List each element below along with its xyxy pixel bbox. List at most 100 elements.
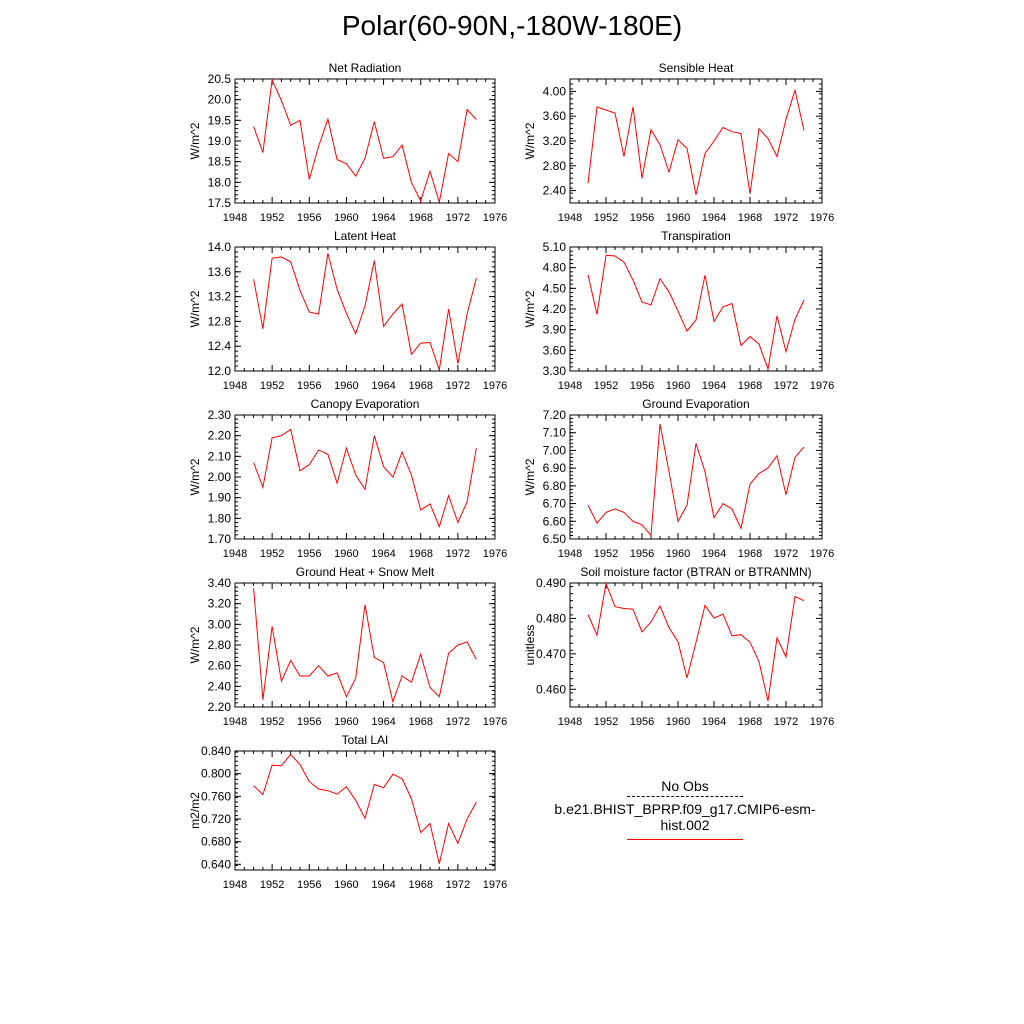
series-line bbox=[253, 753, 477, 864]
x-tick-label: 1968 bbox=[408, 716, 432, 728]
x-tick-label: 1960 bbox=[334, 879, 358, 891]
plot-frame bbox=[234, 414, 496, 540]
x-tick-label: 1964 bbox=[702, 716, 726, 728]
series-line bbox=[253, 588, 477, 704]
series-line bbox=[587, 423, 805, 537]
y-tick-label: 2.20 bbox=[208, 700, 232, 714]
x-tick-label: 1960 bbox=[334, 212, 358, 224]
y-tick-label: 12.0 bbox=[208, 364, 232, 378]
x-tick-label: 1956 bbox=[297, 380, 321, 392]
x-tick-label: 1968 bbox=[408, 879, 432, 891]
x-tick-label: 1964 bbox=[371, 716, 395, 728]
x-tick-label: 1972 bbox=[446, 380, 470, 392]
y-tick-label: 4.80 bbox=[543, 261, 567, 275]
y-tick-label: 2.20 bbox=[208, 429, 232, 443]
y-tick-label: 6.70 bbox=[543, 497, 567, 511]
panel-title: Net Radiation bbox=[329, 61, 402, 75]
y-tick-label: 0.840 bbox=[201, 744, 231, 758]
y-tick-label: 20.5 bbox=[208, 72, 232, 86]
x-tick-label: 1948 bbox=[558, 716, 582, 728]
y-tick-label: 1.70 bbox=[208, 532, 232, 546]
y-tick-label: 19.0 bbox=[208, 134, 232, 148]
plot-frame bbox=[569, 78, 823, 204]
plot-frame bbox=[569, 246, 823, 372]
x-tick-label: 1972 bbox=[446, 879, 470, 891]
plot-frame bbox=[234, 78, 496, 204]
x-tick-label: 1968 bbox=[408, 548, 432, 560]
y-tick-label: 0.680 bbox=[201, 835, 231, 849]
x-tick-label: 1976 bbox=[483, 380, 507, 392]
x-tick-label: 1948 bbox=[558, 380, 582, 392]
y-tick-label: 0.460 bbox=[536, 682, 566, 696]
y-tick-label: 2.10 bbox=[208, 449, 232, 463]
x-tick-label: 1976 bbox=[810, 716, 834, 728]
panel-title: Total LAI bbox=[342, 733, 389, 747]
panel-3: Latent Heat W/m^2 1948 1952 1956 1960 1964 1968… bbox=[188, 229, 507, 392]
x-tick-label: 1956 bbox=[297, 548, 321, 560]
x-tick-label: 1972 bbox=[774, 716, 798, 728]
x-tick-label: 1960 bbox=[666, 548, 690, 560]
x-tick-label: 1964 bbox=[702, 548, 726, 560]
panel-title: Soil moisture factor (BTRAN or BTRANMN) bbox=[580, 565, 811, 579]
x-tick-label: 1968 bbox=[738, 548, 762, 560]
y-tick-label: 2.00 bbox=[208, 470, 232, 484]
series-line bbox=[253, 77, 477, 203]
panel-title: Transpiration bbox=[661, 229, 731, 243]
panel-1: Net Radiation W/m^2 1948 1952 1956 1960 1964 19… bbox=[188, 61, 507, 224]
plot-frame bbox=[569, 582, 823, 708]
panel-title: Ground Heat + Snow Melt bbox=[296, 565, 435, 579]
y-tick-label: 2.60 bbox=[208, 659, 232, 673]
y-tick-label: 3.20 bbox=[543, 134, 567, 148]
x-tick-label: 1956 bbox=[630, 548, 654, 560]
x-tick-label: 1972 bbox=[774, 380, 798, 392]
y-tick-label: 0.480 bbox=[536, 611, 566, 625]
x-tick-label: 1964 bbox=[371, 548, 395, 560]
legend-model-line bbox=[627, 839, 743, 840]
y-tick-label: 7.10 bbox=[543, 426, 567, 440]
y-tick-label: 3.90 bbox=[543, 323, 567, 337]
panel-7: Ground Heat + Snow Melt W/m^2 1948 1952 1956… bbox=[188, 565, 507, 728]
legend-obs-label: No Obs bbox=[661, 778, 709, 794]
plot-frame bbox=[234, 750, 496, 871]
x-tick-label: 1952 bbox=[260, 548, 284, 560]
x-tick-label: 1960 bbox=[334, 716, 358, 728]
figure-title: Polar(60-90N,-180W-180E) bbox=[341, 10, 683, 41]
x-tick-label: 1956 bbox=[297, 879, 321, 891]
y-tick-label: 18.5 bbox=[208, 155, 232, 169]
x-tick-label: 1960 bbox=[334, 380, 358, 392]
y-tick-label: 0.490 bbox=[536, 576, 566, 590]
panel-9: Total LAI m2/m2 1948 1952 1956 1960 1964 1968 19… bbox=[188, 733, 507, 891]
panel-5: Canopy Evaporation W/m^2 1948 1952 1956 1960 1… bbox=[188, 397, 507, 560]
y-tick-label: 2.40 bbox=[208, 679, 232, 693]
y-tick-label: 17.5 bbox=[208, 196, 232, 210]
y-tick-label: 0.800 bbox=[201, 767, 231, 781]
y-tick-label: 2.80 bbox=[543, 159, 567, 173]
x-tick-label: 1956 bbox=[630, 716, 654, 728]
y-tick-label: 2.80 bbox=[208, 638, 232, 652]
y-tick-label: 3.60 bbox=[543, 343, 567, 357]
y-tick-label: 20.0 bbox=[208, 93, 232, 107]
x-tick-label: 1972 bbox=[774, 548, 798, 560]
legend-obs-line bbox=[627, 796, 743, 797]
y-tick-label: 3.40 bbox=[208, 576, 232, 590]
x-tick-label: 1948 bbox=[558, 548, 582, 560]
series-line bbox=[253, 428, 477, 529]
y-tick-label: 14.0 bbox=[208, 240, 232, 254]
y-tick-label: 6.90 bbox=[543, 461, 567, 475]
x-tick-label: 1956 bbox=[630, 380, 654, 392]
y-tick-label: 0.760 bbox=[201, 789, 231, 803]
x-tick-label: 1952 bbox=[260, 879, 284, 891]
x-tick-label: 1948 bbox=[223, 212, 247, 224]
x-tick-label: 1972 bbox=[446, 212, 470, 224]
x-tick-label: 1948 bbox=[223, 879, 247, 891]
x-tick-label: 1952 bbox=[260, 716, 284, 728]
y-tick-label: 4.50 bbox=[543, 281, 567, 295]
y-tick-label: 3.00 bbox=[208, 617, 232, 631]
series-line bbox=[587, 581, 805, 702]
x-tick-label: 1948 bbox=[223, 716, 247, 728]
y-tick-label: 3.60 bbox=[543, 109, 567, 123]
y-tick-label: 4.00 bbox=[543, 84, 567, 98]
x-tick-label: 1972 bbox=[446, 548, 470, 560]
x-tick-label: 1976 bbox=[810, 212, 834, 224]
x-tick-label: 1964 bbox=[702, 212, 726, 224]
